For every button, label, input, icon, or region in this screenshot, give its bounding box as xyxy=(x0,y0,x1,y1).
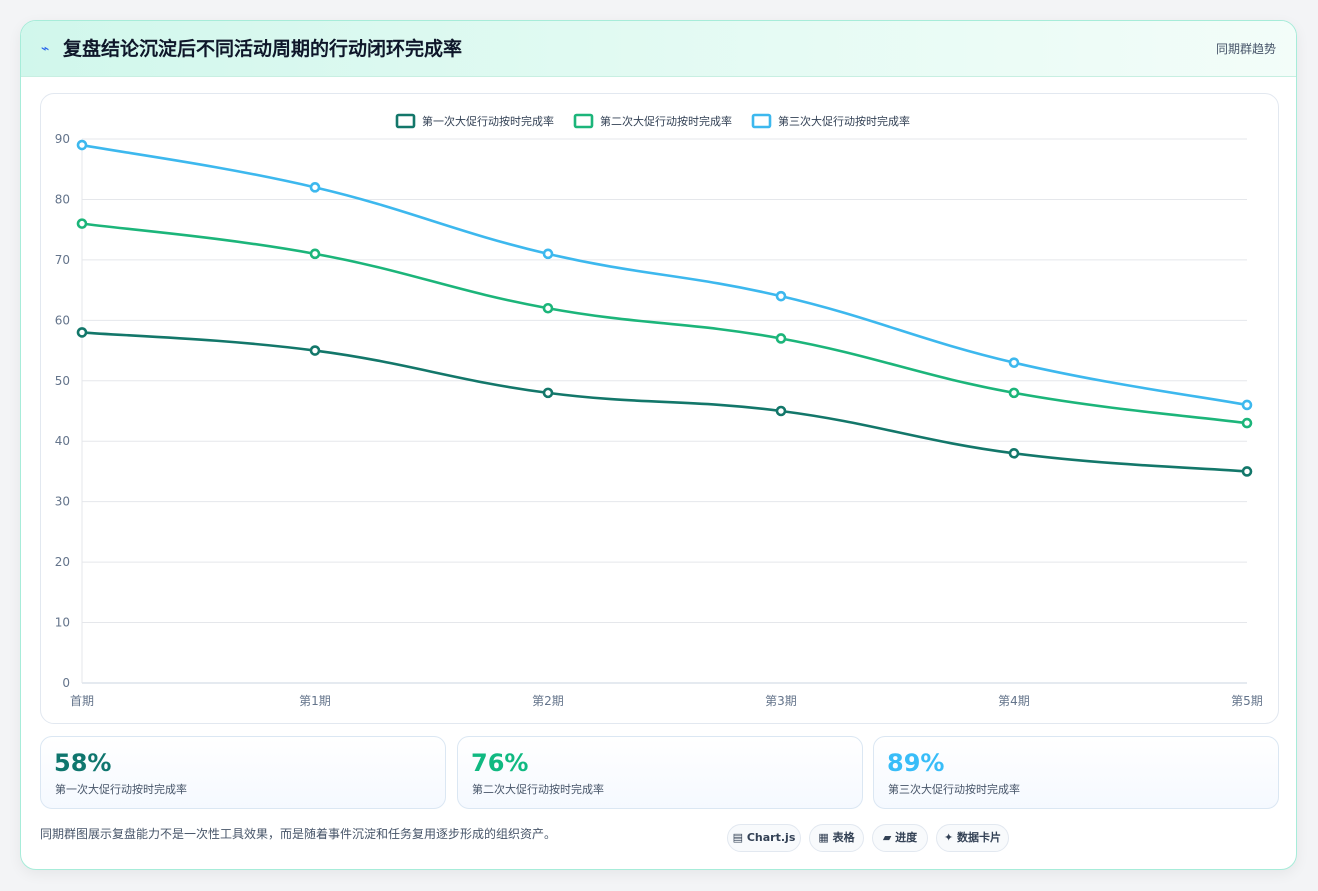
stat-value: 76% xyxy=(471,749,529,777)
stat-cards: 58% 第一次大促行动按时完成率 76% 第二次大促行动按时完成率 89% 第三… xyxy=(40,736,1279,809)
y-tick-label: 80 xyxy=(55,192,70,206)
footer-note: 同期群图展示复盘能力不是一次性工具效果，而是随着事件沉淀和任务复用逐步形成的组织… xyxy=(40,827,557,841)
series-line-2 xyxy=(81,222,1248,425)
series-line-1 xyxy=(81,331,1248,473)
data-point xyxy=(309,248,321,260)
legend-item-3: 第三次大促行动按时完成率 xyxy=(751,113,910,129)
y-tick-label: 60 xyxy=(55,313,70,327)
stat-value: 89% xyxy=(887,749,945,777)
data-point xyxy=(1241,417,1253,429)
pill-table[interactable]: ▦ 表格 xyxy=(809,824,864,852)
stat-label: 第三次大促行动按时完成率 xyxy=(888,783,1020,796)
y-tick-label: 30 xyxy=(55,495,70,509)
legend-label: 第二次大促行动按时完成率 xyxy=(600,114,732,128)
x-tick-label: 第4期 xyxy=(998,694,1030,708)
sparkle-icon: ✦ xyxy=(943,831,954,844)
card-header: ⌁ 复盘结论沉淀后不同活动周期的行动闭环完成率 同期群趋势 xyxy=(21,21,1296,77)
chart-trend-icon: ⌁ xyxy=(41,41,50,57)
header-tag: 同期群趋势 xyxy=(1215,42,1276,56)
legend-label: 第三次大促行动按时完成率 xyxy=(778,114,910,128)
data-point xyxy=(775,405,787,417)
x-tick-label: 第1期 xyxy=(299,694,331,708)
y-tick-label: 40 xyxy=(55,434,70,448)
stat-card-3: 89% 第三次大促行动按时完成率 xyxy=(873,736,1279,809)
x-tick-label: 第5期 xyxy=(1231,694,1263,708)
pill-label: 进度 xyxy=(895,831,918,844)
data-point xyxy=(1241,466,1253,477)
x-tick-label: 第3期 xyxy=(765,694,797,708)
pill-label: 表格 xyxy=(832,831,855,844)
pill-progress[interactable]: ▰ 进度 xyxy=(872,824,928,852)
y-tick-label: 50 xyxy=(55,374,70,388)
data-point xyxy=(1008,448,1020,459)
data-point xyxy=(775,290,787,302)
page-title: 复盘结论沉淀后不同活动周期的行动闭环完成率 xyxy=(63,38,463,60)
data-point xyxy=(542,302,554,314)
legend-swatch xyxy=(573,113,594,129)
pill-label: Chart.js xyxy=(746,831,796,844)
data-point xyxy=(1008,357,1020,368)
y-tick-label: 0 xyxy=(62,676,70,690)
y-tick-label: 90 xyxy=(55,132,70,146)
x-tick-label: 首期 xyxy=(70,694,94,708)
data-point xyxy=(76,139,88,151)
legend-item-2: 第二次大促行动按时完成率 xyxy=(573,113,732,129)
series-line-3 xyxy=(81,143,1248,407)
legend-swatch xyxy=(751,113,772,129)
stat-label: 第一次大促行动按时完成率 xyxy=(55,783,187,796)
pill-label: 数据卡片 xyxy=(957,831,1002,844)
line-chart: 0 10 20 30 40 50 60 70 80 90 首期 第1期 第2期 第3期 第4期 第5期 第一次大… xyxy=(55,113,1263,708)
y-tick-label: 70 xyxy=(55,253,70,267)
pill-chartjs[interactable]: ▤ Chart.js xyxy=(727,824,801,852)
data-point xyxy=(76,218,88,229)
pill-data-card[interactable]: ✦ 数据卡片 xyxy=(936,824,1009,852)
data-point xyxy=(775,333,787,344)
stat-value: 58% xyxy=(54,749,112,777)
y-tick-label: 20 xyxy=(55,555,70,569)
x-tick-label: 第2期 xyxy=(532,694,564,708)
chart-card: ⌁ 复盘结论沉淀后不同活动周期的行动闭环完成率 同期群趋势 0 10 20 30 40 5… xyxy=(20,20,1297,870)
data-point xyxy=(542,387,554,399)
chart-panel: 0 10 20 30 40 50 60 70 80 90 首期 第1期 第2期 第3期 第4期 第5期 第一次大… xyxy=(40,93,1279,724)
progress-icon: ▰ xyxy=(882,831,892,844)
data-point xyxy=(1241,399,1253,411)
legend-item-1: 第一次大促行动按时完成率 xyxy=(395,113,554,129)
legend-label: 第一次大促行动按时完成率 xyxy=(422,114,554,128)
y-tick-label: 10 xyxy=(55,616,70,630)
data-point xyxy=(542,248,554,260)
stat-label: 第二次大促行动按时完成率 xyxy=(472,783,604,796)
data-point xyxy=(1008,387,1020,399)
stat-card-2: 76% 第二次大促行动按时完成率 xyxy=(457,736,863,809)
table-icon: ▦ xyxy=(818,831,829,844)
data-point xyxy=(309,345,321,356)
legend-swatch xyxy=(395,113,416,129)
data-point xyxy=(309,182,321,193)
data-point xyxy=(76,327,88,338)
chart-icon: ▤ xyxy=(732,831,744,844)
stat-card-1: 58% 第一次大促行动按时完成率 xyxy=(40,736,446,809)
